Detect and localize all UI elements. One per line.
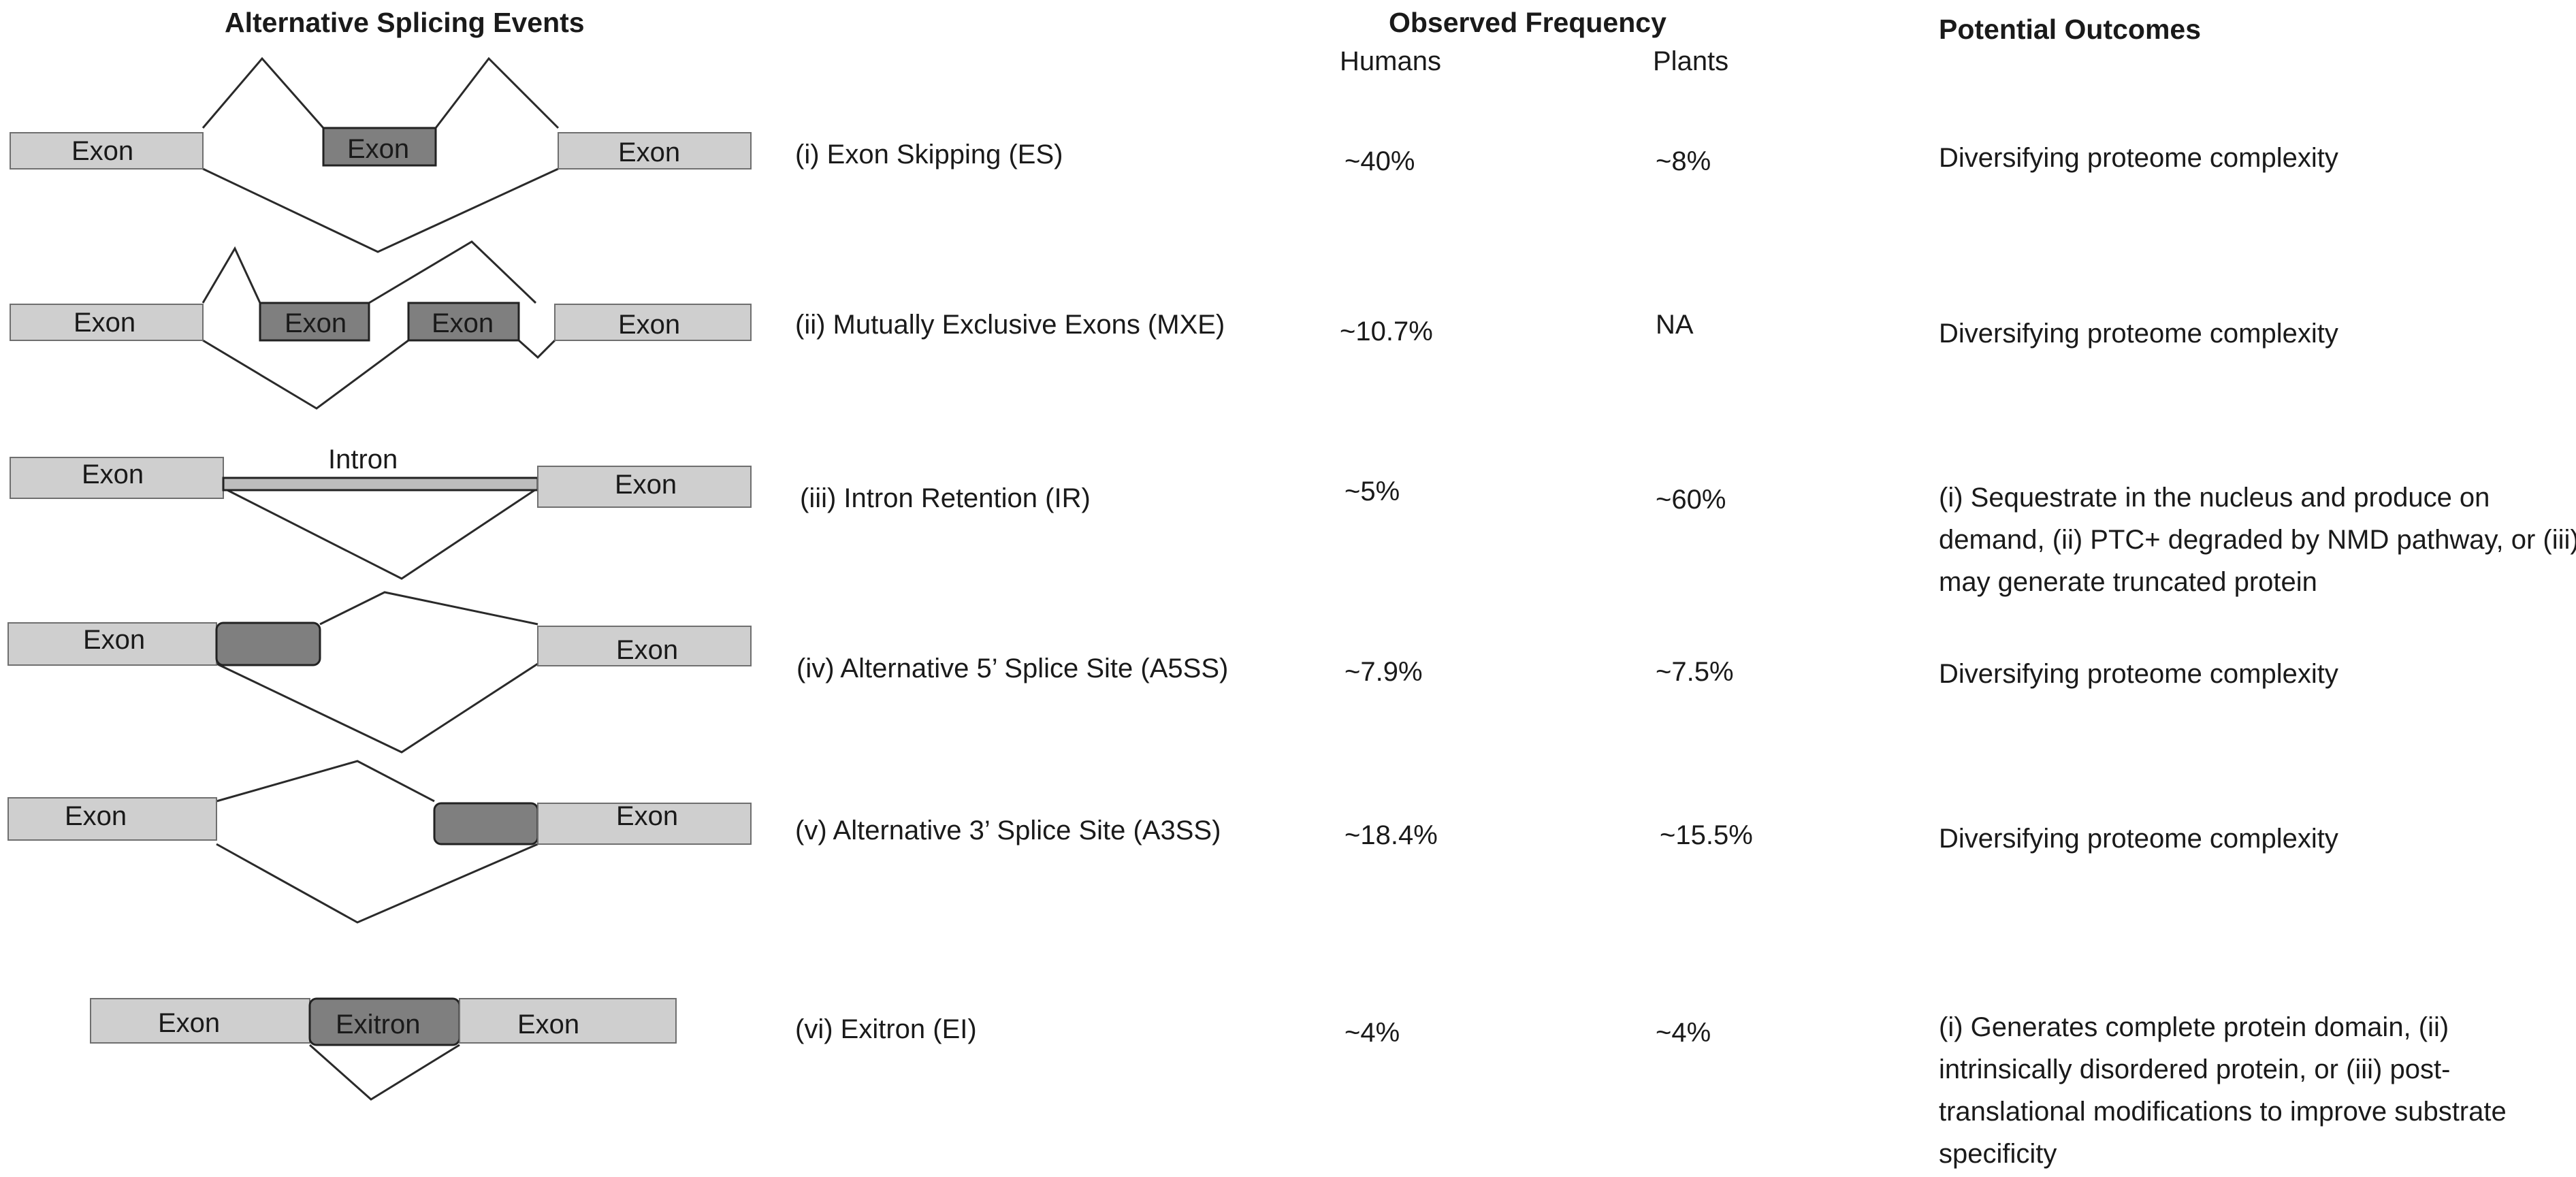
exon-label: Exon — [347, 134, 409, 164]
plants-value: ~60% — [1656, 485, 1726, 515]
exon-box — [90, 998, 310, 1044]
exon-box — [10, 457, 224, 499]
box-labels: Exon Exon Exon Exon Exon Exon Exon Exon … — [65, 134, 680, 1039]
exon-label: Exon — [616, 635, 678, 665]
plants-value: ~4% — [1656, 1018, 1711, 1048]
header-plants: Plants — [1653, 46, 1729, 76]
intron-box — [222, 477, 539, 491]
alt-exon-box — [259, 302, 370, 342]
exon-label: Exon — [74, 308, 135, 338]
humans-value: ~40% — [1345, 146, 1415, 176]
exon-label: Exon — [517, 1010, 579, 1039]
humans-value: ~10.7% — [1340, 317, 1433, 346]
humans-value: ~7.9% — [1345, 657, 1423, 687]
exon-label: Exon — [618, 310, 680, 340]
header-frequency: Observed Frequency — [1389, 7, 1667, 38]
exon-box — [537, 626, 752, 666]
exon-box — [554, 304, 752, 341]
alt-exon-box — [407, 302, 520, 342]
humans-value: ~4% — [1345, 1018, 1400, 1048]
exon-label: Exon — [285, 308, 347, 338]
exon-box — [459, 998, 677, 1044]
event-label: (i) Exon Skipping (ES) — [795, 140, 1063, 170]
plants-value: ~15.5% — [1660, 820, 1753, 850]
plants-value: ~7.5% — [1656, 657, 1734, 687]
outcome-text: (i) Sequestrate in the nucleus and produ… — [1939, 483, 2576, 597]
outcome-text: (i) Generates complete protein domain, (… — [1939, 1012, 2507, 1169]
event-label: (ii) Mutually Exclusive Exons (MXE) — [795, 310, 1225, 340]
event-label: (iv) Alternative 5’ Splice Site (A5SS) — [796, 654, 1229, 683]
outcome-text: Diversifying proteome complexity — [1939, 143, 2338, 173]
exon-label: Exon — [432, 308, 494, 338]
plants-value: ~8% — [1656, 146, 1711, 176]
exitron-label: Exitron — [336, 1010, 421, 1039]
humans-value: ~5% — [1345, 477, 1400, 506]
exon-label: Exon — [82, 459, 144, 489]
event-label: (v) Alternative 3’ Splice Site (A3SS) — [795, 816, 1221, 845]
exon-box — [7, 622, 217, 666]
intron-label: Intron — [328, 445, 398, 474]
event-label: (vi) Exitron (EI) — [795, 1014, 977, 1044]
event-label: (iii) Intron Retention (IR) — [800, 483, 1091, 513]
exon-label: Exon — [71, 136, 133, 166]
alt-exon-box — [322, 127, 437, 167]
alt-splice-region — [215, 622, 321, 666]
exon-box — [10, 132, 204, 170]
exon-label: Exon — [615, 470, 677, 500]
exon-label: Exon — [616, 801, 678, 831]
header-outcomes: Potential Outcomes — [1939, 14, 2202, 45]
exon-box — [10, 304, 204, 341]
header-humans: Humans — [1340, 46, 1441, 76]
exon-label: Exon — [83, 625, 145, 655]
humans-value: ~18.4% — [1345, 820, 1438, 850]
exon-label: Exon — [65, 801, 127, 831]
plants-value: NA — [1656, 310, 1694, 340]
outcome-text: Diversifying proteome complexity — [1939, 659, 2338, 689]
exon-box — [537, 803, 752, 845]
alt-splice-region — [433, 802, 539, 845]
outcome-text: Diversifying proteome complexity — [1939, 824, 2338, 854]
exon-boxes — [7, 127, 752, 1046]
exon-box — [558, 132, 752, 170]
exon-label: Exon — [618, 138, 680, 167]
outcome-text: Diversifying proteome complexity — [1939, 319, 2338, 349]
exon-box — [7, 797, 217, 841]
exon-box — [537, 466, 752, 508]
header-events: Alternative Splicing Events — [225, 7, 585, 38]
exon-label: Exon — [158, 1008, 220, 1038]
splice-lines — [202, 57, 560, 1101]
